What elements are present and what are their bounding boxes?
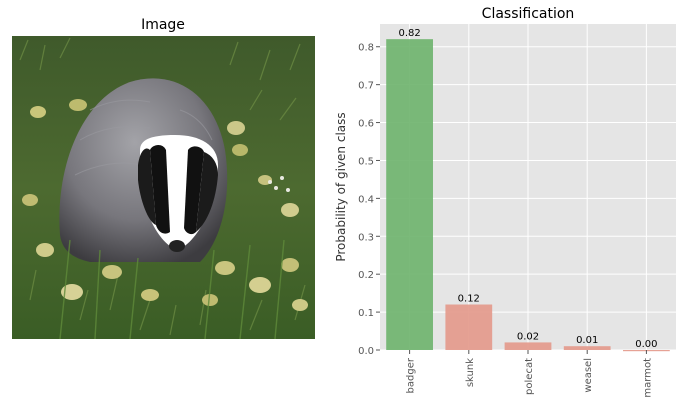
x-tick-label-skunk: skunk [465, 358, 476, 387]
image-panel-title: Image [141, 17, 185, 33]
x-axis-ticks: badger skunk polecat weasel marmot [406, 350, 653, 398]
y-tick-label: 0.8 [358, 43, 374, 54]
value-labels: 0.82 0.12 0.02 0.01 0.00 [398, 28, 657, 350]
bar-badger [386, 39, 433, 351]
y-tick-label: 0.3 [358, 232, 374, 243]
y-tick-label: 0.5 [358, 156, 374, 167]
y-tick-label: 0.7 [358, 81, 374, 92]
classification-chart: Classification 0.00.10.20.30.40.50.60.70… [334, 6, 676, 398]
chart-title: Classification [482, 6, 575, 22]
value-label-polecat: 0.02 [517, 331, 539, 342]
value-label-badger: 0.82 [398, 28, 420, 39]
y-tick-label: 0.1 [358, 308, 374, 319]
bar-skunk [445, 304, 493, 350]
y-tick-label: 0.6 [358, 119, 374, 130]
y-tick-label: 0.2 [358, 270, 374, 281]
y-axis-ticks: 0.0 0.1 0.2 0.3 0.4 0.5 0.6 0.7 0.8 [358, 43, 380, 357]
y-tick-label: 0.0 [358, 346, 374, 357]
x-tick-label-weasel: weasel [583, 358, 594, 393]
y-tick-label: 0.4 [358, 194, 374, 205]
x-tick-label-marmot: marmot [642, 358, 653, 398]
bar-polecat [504, 342, 552, 350]
value-label-skunk: 0.12 [458, 294, 480, 305]
bar-weasel [563, 346, 611, 350]
image-panel: Image [12, 17, 315, 339]
badger-photo [12, 36, 315, 339]
x-tick-label-polecat: polecat [524, 358, 535, 395]
y-axis-label: Probability of given class [334, 112, 348, 261]
value-label-weasel: 0.01 [576, 335, 598, 346]
bars [386, 39, 670, 352]
x-tick-label-badger: badger [406, 357, 417, 393]
value-label-marmot: 0.00 [635, 339, 657, 350]
